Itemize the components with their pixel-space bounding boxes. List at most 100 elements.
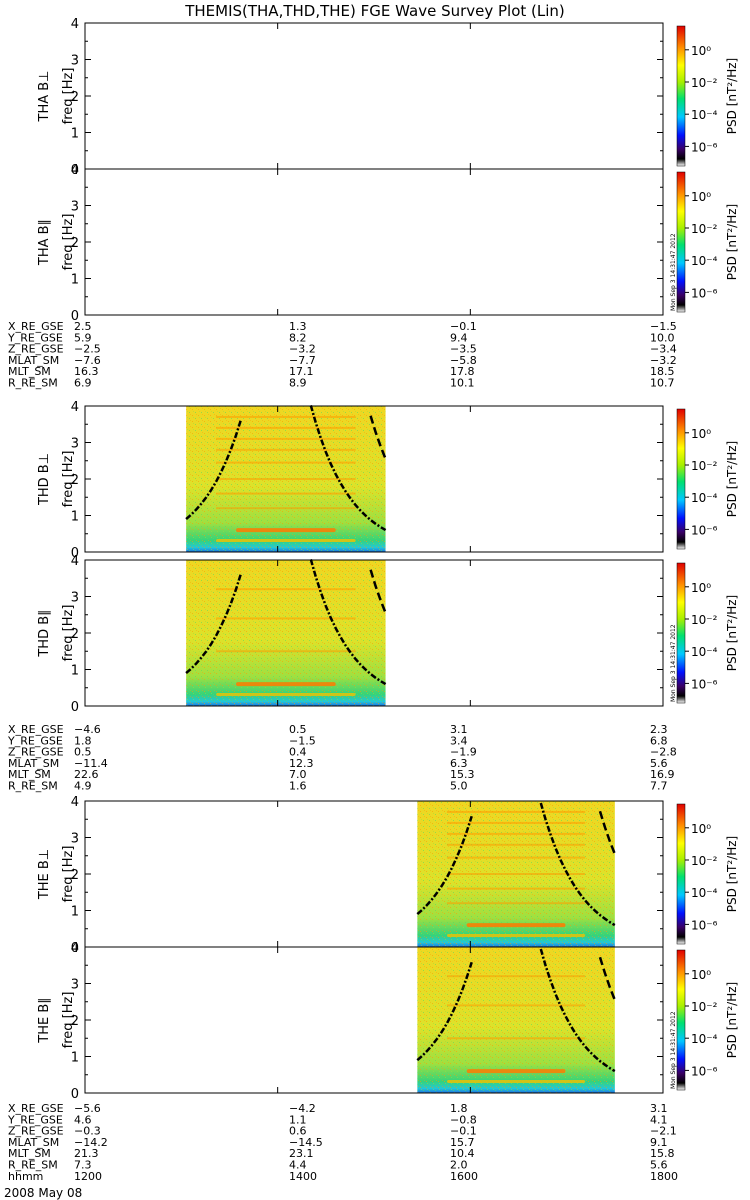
ephemeris-value: 21.3 [74, 1147, 99, 1160]
ephemeris-value: 9.4 [450, 331, 468, 344]
ephemeris-value: 15.7 [450, 1136, 475, 1149]
fce-curve [539, 802, 616, 927]
ephemeris-value: −14.2 [74, 1136, 108, 1149]
colorbar [676, 25, 686, 167]
ephemeris-label: MLT_SM [8, 365, 51, 378]
ephemeris-value: −7.6 [74, 354, 101, 367]
y-tick-label: 0 [71, 700, 79, 715]
colorbar-tick-label: 10⁻⁴ [691, 886, 718, 900]
harmonic-band [216, 650, 356, 653]
y-tick-label: 2 [71, 627, 79, 642]
ephemeris-value: 1600 [450, 1170, 478, 1183]
ephemeris-value: 6.3 [450, 757, 468, 770]
ephemeris-label: Y_RE_GSE [7, 734, 63, 747]
ephemeris-value: −1.5 [650, 320, 677, 333]
harmonic-band [216, 617, 356, 620]
ephemeris-value: 1.6 [289, 780, 307, 793]
fce-half-curve [369, 569, 387, 614]
y-tick-label: 1 [71, 273, 79, 288]
ephemeris-label: hhmm [8, 1170, 43, 1183]
emission-line [446, 1080, 586, 1084]
colorbar-tick-label: 10⁻⁶ [691, 286, 718, 300]
ephemeris-label: Y_RE_GSE [7, 331, 63, 344]
y-tick-label: 2 [71, 236, 79, 251]
emission-line [216, 693, 356, 697]
ephemeris-value: −4.6 [74, 723, 101, 736]
generation-timestamp: Mon Sep 3 14:31:47 2012 [670, 624, 677, 702]
emission-line [446, 934, 586, 938]
ephemeris-value: 1800 [650, 1170, 678, 1183]
fce-curve [309, 558, 387, 686]
ephemeris-value: −7.7 [289, 354, 316, 367]
colorbar-label: PSD [nT²/Hz] [725, 982, 739, 1058]
colorbar-tick-label: 10⁰ [691, 427, 711, 441]
spectrogram-noise [417, 947, 615, 1093]
colorbar-label: PSD [nT²/Hz] [725, 58, 739, 134]
colorbar-label: PSD [nT²/Hz] [725, 836, 739, 912]
harmonic-band [216, 415, 356, 418]
y-tick-label: 3 [71, 978, 79, 993]
y-tick-label: 4 [71, 795, 79, 810]
fce-half-curve [598, 810, 616, 855]
ephemeris-value: −11.4 [74, 757, 108, 770]
ephemeris-value: 6.8 [650, 734, 668, 747]
ephemeris-value: 0.6 [289, 1125, 307, 1138]
ephemeris-value: −14.5 [289, 1136, 323, 1149]
ephemeris-value: 2.3 [650, 723, 668, 736]
harmonic-band [216, 492, 356, 495]
ephemeris-value: 12.3 [289, 757, 314, 770]
colorbar-tick-label: 10⁻⁴ [691, 254, 718, 268]
ephemeris-value: 3.1 [650, 1102, 668, 1115]
y-tick-label: 2 [71, 868, 79, 883]
ephemeris-value: 1400 [289, 1170, 317, 1183]
colorbar-tick-label: 10⁰ [691, 581, 711, 595]
ephemeris-value: −0.1 [450, 1125, 477, 1138]
ephemeris-value: −0.3 [74, 1125, 101, 1138]
y-tick-label: 1 [71, 1051, 79, 1066]
generation-timestamp: Mon Sep 3 14:31:47 2012 [670, 233, 677, 311]
colorbar [676, 171, 686, 313]
ephemeris-value: 10.4 [450, 1147, 475, 1160]
fce-curve [416, 815, 473, 916]
colorbar-tick-label: 10⁻⁴ [691, 108, 718, 122]
panel-4: 0 1 2 3 4 THD B∥ freq [Hz] 10⁰ 10⁻² 10⁻⁴ 10⁻⁶ PSD [… [37, 554, 739, 715]
colorbar-tick-label: 10⁻² [691, 613, 718, 627]
ephemeris-block-1: X_RE_GSE 2.5 1.3 −0.1 −1.5 Y_RE_GSE 5.9 8.2 9.4 1… [7, 320, 677, 390]
ephemeris-value: 23.1 [289, 1147, 314, 1160]
ephemeris-value: −2.1 [650, 1125, 677, 1138]
fce-half-curve [598, 956, 616, 1001]
ephemeris-label: MLAT_SM [8, 757, 59, 770]
ephemeris-value: 8.9 [289, 377, 307, 390]
ephemeris-value: 0.5 [74, 746, 92, 759]
harmonic-band [216, 588, 356, 591]
ephemeris-value: 10.7 [650, 377, 675, 390]
ephemeris-value: 4.6 [74, 1113, 92, 1126]
harmonic-band [216, 507, 356, 510]
ephemeris-value: −1.5 [289, 734, 316, 747]
panel-5: 0 1 2 3 4 THE B⊥ freq [Hz] 10⁰ 10⁻² 10⁻⁴ 10⁻⁶ PSD [… [37, 795, 739, 956]
emission-line [466, 1069, 566, 1074]
panel-label: THE B∥ [37, 997, 52, 1043]
plot-title: THEMIS(THA,THD,THE) FGE Wave Survey Plot… [184, 2, 565, 20]
y-tick-label: 0 [71, 309, 79, 324]
panel-label: THD B⊥ [37, 453, 52, 506]
ephemeris-value: 2.5 [74, 320, 92, 333]
harmonic-band [216, 461, 356, 464]
ephemeris-label: MLT_SM [8, 1147, 51, 1160]
ephemeris-value: 7.3 [74, 1159, 92, 1172]
panel-1: 0 1 2 3 4 THA B⊥ freq [Hz] 10⁰ 10⁻² 10⁻⁴ 10⁻⁶ PSD [… [37, 17, 739, 178]
colorbar-tick-label: 10⁻² [691, 1000, 718, 1014]
ephemeris-label: R_RE_SM [8, 377, 58, 390]
panel-label: THA B⊥ [37, 71, 52, 123]
harmonic-band [446, 832, 586, 835]
ephemeris-value: 4.9 [74, 780, 92, 793]
ephemeris-value: −3.4 [650, 343, 677, 356]
emission-line [236, 528, 336, 533]
colorbar-tick-label: 10⁻² [691, 459, 718, 473]
ephemeris-value: 15.8 [650, 1147, 675, 1160]
ephemeris-label: Z_RE_GSE [8, 1125, 64, 1138]
ephemeris-label: Y_RE_GSE [7, 1113, 63, 1126]
ephemeris-label: Z_RE_GSE [8, 343, 64, 356]
ephemeris-value: 3.1 [450, 723, 468, 736]
